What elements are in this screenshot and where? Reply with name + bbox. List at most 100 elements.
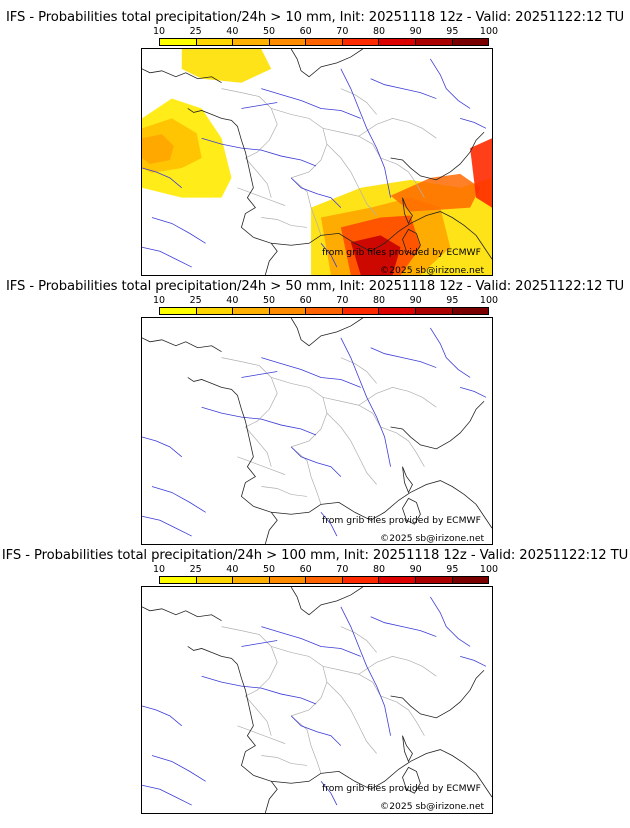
river: [201, 137, 317, 167]
credit-copyright: ©2025 sb@irizone.net: [380, 533, 485, 544]
river: [320, 512, 338, 537]
river: [201, 406, 317, 436]
scale-tick-labels: 10 25 40 50 60 70 80 90 95 100: [153, 295, 498, 306]
region-border: [290, 715, 322, 774]
coastline: [390, 131, 485, 181]
river: [430, 596, 471, 647]
scale-color-bar: [159, 307, 489, 315]
coastline: [290, 49, 363, 78]
region-border: [271, 108, 328, 179]
region-border: [271, 377, 328, 448]
scale-color-cell: [451, 577, 489, 583]
region-border: [237, 187, 286, 206]
river: [340, 337, 391, 467]
river: [340, 606, 391, 736]
river: [460, 118, 487, 129]
panel-title: IFS - Probabilities total precipitation/…: [5, 279, 625, 294]
region-border: [326, 681, 377, 754]
coastline: [402, 497, 421, 525]
river: [290, 715, 342, 746]
scale-color-cell: [414, 577, 452, 583]
scale-color-cell: [305, 39, 342, 45]
scale-tick-label: 25: [189, 295, 202, 306]
scale-tick-label: 50: [262, 564, 276, 575]
scale-tick-label: 95: [446, 564, 459, 575]
river: [241, 371, 278, 378]
region-border: [245, 157, 272, 198]
scale-tick-label: 100: [479, 564, 499, 575]
coastline: [402, 766, 421, 794]
region-border: [326, 143, 377, 216]
scale-color-cell: [451, 39, 489, 45]
scale-color-cell: [160, 577, 196, 583]
coastline: [142, 68, 222, 84]
river: [241, 640, 278, 647]
scale-tick-label: 60: [299, 26, 312, 37]
coastline: [240, 751, 278, 813]
scale-tick-label: 95: [446, 26, 459, 37]
scale-tick-label: 80: [372, 564, 386, 575]
coastline: [142, 337, 222, 353]
river: [261, 626, 361, 657]
scale-color-bar: [159, 576, 489, 584]
map-frame: [141, 586, 493, 814]
region-border: [380, 695, 425, 736]
region-border: [326, 412, 377, 485]
river: [142, 167, 183, 189]
panel-100mm: IFS - Probabilities total precipitation/…: [0, 548, 630, 816]
panel-title: IFS - Probabilities total precipitation/…: [5, 10, 625, 25]
coastline: [187, 646, 256, 752]
scale-tick-label: 90: [409, 564, 422, 575]
scale-color-cell: [160, 308, 196, 314]
coastline: [390, 400, 485, 450]
river: [290, 446, 342, 477]
scale-tick-label: 95: [446, 295, 459, 306]
region-border: [261, 755, 308, 766]
region-border: [290, 177, 322, 236]
base-map: [142, 49, 492, 275]
region-border: [221, 357, 278, 428]
region-border: [261, 217, 308, 228]
region-border: [358, 656, 437, 677]
river: [261, 88, 361, 119]
coastline: [240, 482, 278, 544]
scale-tick-label: 80: [372, 295, 386, 306]
region-border: [221, 88, 278, 159]
scale-tick-label: 50: [262, 26, 276, 37]
scale-color-cell: [268, 308, 306, 314]
credit-source: from grib files provided by ECMWF: [322, 515, 481, 526]
region-border: [358, 387, 437, 408]
map-frame: [141, 48, 493, 276]
scale-color-cell: [268, 39, 306, 45]
scale-color-cell: [232, 39, 269, 45]
region-border: [358, 118, 437, 139]
scale-tick-label: 100: [479, 26, 499, 37]
region-border: [271, 646, 328, 717]
scale-tick-label: 25: [189, 26, 202, 37]
scale-tick-label: 60: [299, 564, 312, 575]
scale-color-cell: [195, 39, 233, 45]
river: [320, 243, 338, 268]
scale-tick-label: 90: [409, 295, 422, 306]
precipitation-probability-area: [470, 138, 492, 208]
region-border: [237, 725, 286, 744]
coastline: [290, 318, 363, 347]
scale-color-cell: [232, 577, 269, 583]
scale-tick-label: 25: [189, 564, 202, 575]
scale-color-cell: [378, 577, 415, 583]
region-border: [380, 426, 425, 467]
region-border: [245, 426, 272, 467]
scale-color-cell: [195, 577, 233, 583]
scale-tick-label: 50: [262, 295, 276, 306]
credit-source: from grib files provided by ECMWF: [322, 247, 481, 258]
scale-tick-label: 40: [226, 564, 239, 575]
map-frame: [141, 317, 493, 545]
river: [142, 515, 192, 537]
scale-color-cell: [414, 308, 452, 314]
panel-50mm: IFS - Probabilities total precipitation/…: [0, 279, 630, 547]
credit-source: from grib files provided by ECMWF: [322, 783, 481, 794]
river: [340, 68, 391, 198]
base-map: [142, 587, 492, 813]
scale-tick-label: 60: [299, 295, 312, 306]
credit-copyright: ©2025 sb@irizone.net: [380, 801, 485, 812]
